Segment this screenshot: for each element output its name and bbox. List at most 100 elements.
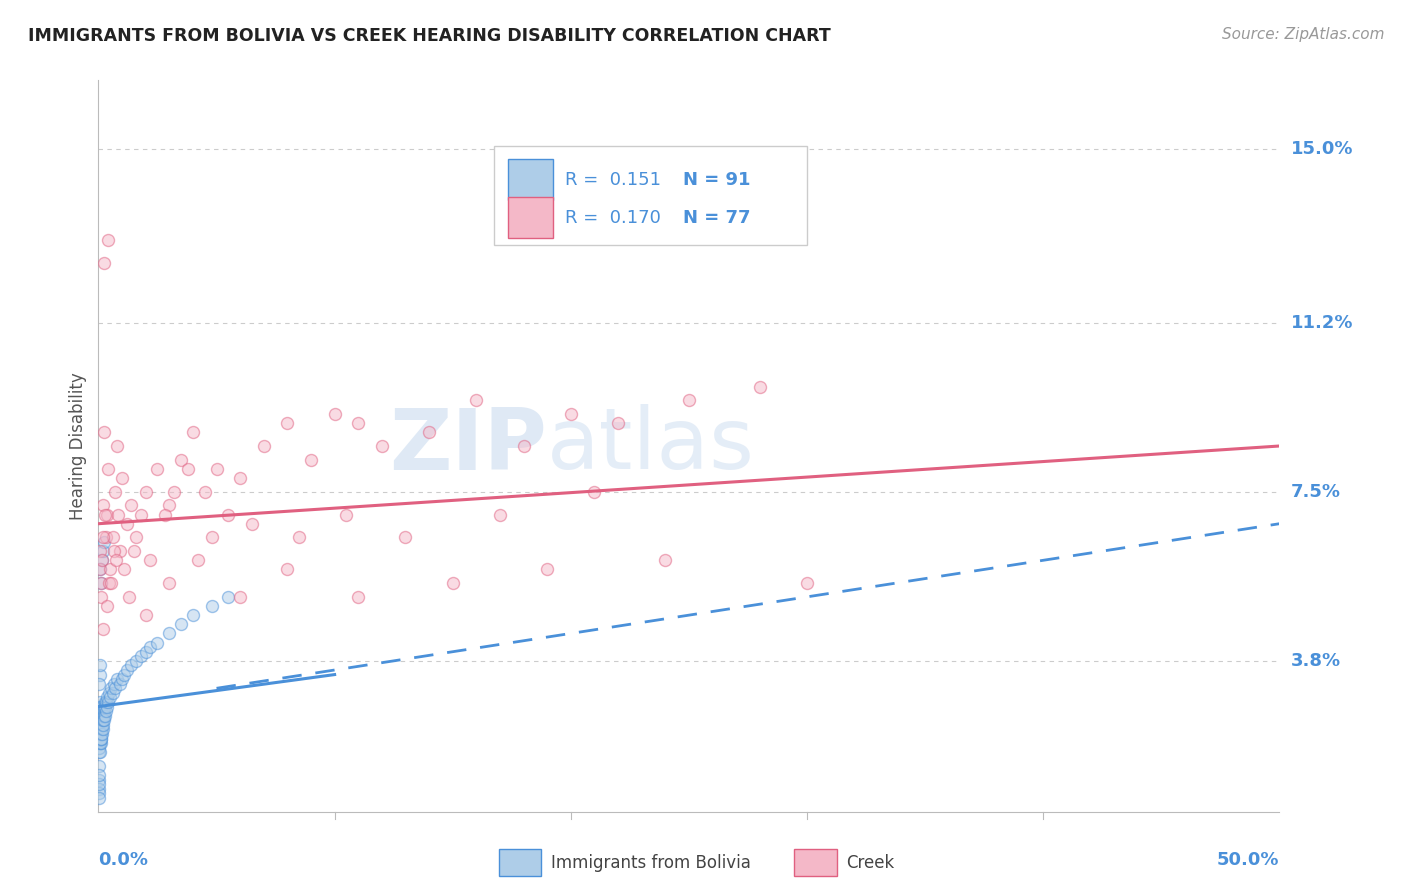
Point	[91, 708, 114, 723]
Point	[607, 416, 630, 430]
Point	[205, 462, 228, 476]
Point	[129, 508, 152, 522]
Point	[122, 544, 145, 558]
Point	[97, 462, 120, 476]
Point	[104, 681, 127, 696]
Point	[89, 714, 111, 728]
Point	[93, 704, 115, 718]
Point	[89, 676, 111, 690]
Point	[90, 708, 112, 723]
Point	[94, 530, 117, 544]
Point	[93, 535, 115, 549]
Point	[125, 530, 148, 544]
Point	[89, 562, 111, 576]
Point	[97, 695, 120, 709]
Point	[91, 530, 114, 544]
Point	[89, 781, 111, 796]
Point	[371, 439, 394, 453]
Point	[276, 562, 298, 576]
Point	[170, 617, 193, 632]
Point	[100, 681, 122, 696]
Point	[87, 777, 110, 791]
Point	[94, 708, 117, 723]
Point	[89, 667, 111, 681]
Point	[96, 599, 118, 613]
Point	[89, 718, 111, 732]
Point	[89, 727, 111, 741]
Point	[89, 658, 111, 673]
Point	[536, 562, 558, 576]
Point	[94, 695, 117, 709]
Point	[163, 484, 186, 499]
Point	[112, 667, 135, 681]
Point	[489, 508, 512, 522]
Point	[157, 499, 180, 513]
Point	[96, 690, 118, 705]
Point	[93, 256, 115, 270]
Point	[129, 649, 152, 664]
Point	[91, 708, 114, 723]
FancyBboxPatch shape	[508, 197, 553, 237]
Point	[91, 622, 114, 636]
Point	[91, 553, 114, 567]
Point	[91, 499, 114, 513]
Point	[89, 731, 111, 746]
Point	[146, 635, 169, 649]
Point	[108, 544, 131, 558]
Point	[253, 439, 276, 453]
Point	[91, 699, 114, 714]
Point	[93, 714, 115, 728]
Point	[90, 714, 112, 728]
Text: ZIP: ZIP	[389, 404, 547, 488]
Y-axis label: Hearing Disability: Hearing Disability	[69, 372, 87, 520]
Point	[90, 731, 112, 746]
Point	[90, 576, 112, 591]
Point	[347, 416, 370, 430]
Point	[94, 508, 117, 522]
Point	[103, 676, 125, 690]
Point	[91, 723, 114, 737]
Point	[96, 699, 118, 714]
Point	[87, 787, 110, 801]
Point	[89, 544, 111, 558]
Point	[89, 699, 111, 714]
Point	[112, 562, 135, 576]
Point	[201, 599, 224, 613]
Point	[394, 530, 416, 544]
Point	[139, 640, 162, 655]
Point	[93, 714, 115, 728]
Point	[90, 727, 112, 741]
Point	[89, 562, 111, 576]
Point	[135, 608, 157, 623]
Point	[89, 745, 111, 759]
Point	[89, 708, 111, 723]
Point	[91, 704, 114, 718]
Point	[90, 708, 112, 723]
Point	[170, 452, 193, 467]
Point	[89, 704, 111, 718]
Point	[125, 654, 148, 668]
Point	[93, 708, 115, 723]
Point	[181, 608, 204, 623]
Point	[288, 530, 311, 544]
Point	[105, 672, 128, 686]
Point	[105, 553, 128, 567]
Text: Creek: Creek	[846, 854, 894, 871]
Text: IMMIGRANTS FROM BOLIVIA VS CREEK HEARING DISABILITY CORRELATION CHART: IMMIGRANTS FROM BOLIVIA VS CREEK HEARING…	[28, 27, 831, 45]
Point	[153, 508, 176, 522]
Point	[94, 699, 117, 714]
Text: R =  0.151: R = 0.151	[565, 170, 661, 189]
FancyBboxPatch shape	[494, 146, 807, 244]
Point	[135, 645, 157, 659]
Point	[107, 508, 129, 522]
Text: 15.0%: 15.0%	[1291, 140, 1353, 158]
Point	[115, 663, 138, 677]
Text: N = 91: N = 91	[683, 170, 751, 189]
Point	[194, 484, 217, 499]
Point	[441, 576, 464, 591]
Point	[89, 736, 111, 750]
Point	[560, 407, 582, 421]
Point	[89, 718, 111, 732]
Point	[89, 727, 111, 741]
Point	[100, 576, 122, 591]
